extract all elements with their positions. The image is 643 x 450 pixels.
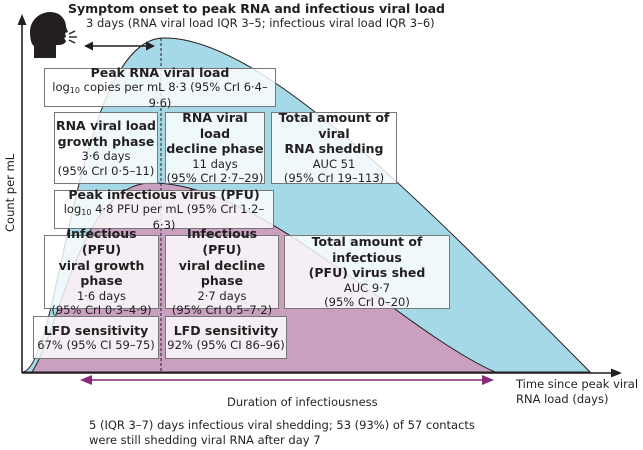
lfd-sensitivity-box-2: LFD sensitivity 92% (95% CI 86–96)	[165, 316, 287, 359]
pfu-decline-phase-box: Infectious (PFU) viral decline phase 2·7…	[165, 226, 279, 317]
symptom-onset-arrowhead-right	[146, 41, 155, 51]
y-axis-arrowhead	[17, 14, 27, 25]
pfu-growth-phase-box: Infectious (PFU) viral growth phase 1·6 …	[44, 226, 159, 317]
peak-infectious-virus-box: Peak infectious virus (PFU) log10 4·8 PF…	[54, 187, 274, 232]
duration-note: 5 (IQR 3–7) days infectious viral sheddi…	[89, 418, 475, 447]
peak-rna-viral-load-box: Peak RNA viral load log10 copies per mL …	[44, 65, 276, 110]
duration-arrowhead-right	[482, 375, 494, 385]
rna-total-shedding-box: Total amount of viral RNA shedding AUC 5…	[271, 110, 397, 185]
person-coughing-icon	[30, 12, 77, 58]
duration-label: Duration of infectiousness	[227, 395, 378, 409]
pfu-total-shed-box: Total amount of infectious (PFU) virus s…	[284, 234, 450, 309]
rna-decline-phase-box: RNA viral load decline phase 11 days (95…	[165, 110, 265, 186]
symptom-onset-subtitle: 3 days (RNA viral load IQR 3–5; infectio…	[86, 16, 435, 30]
duration-arrowhead-left	[80, 375, 92, 385]
symptom-onset-title: Symptom onset to peak RNA and infectious…	[68, 1, 445, 16]
y-axis-label: Count per mL	[3, 153, 17, 232]
lfd-sensitivity-box-1: LFD sensitivity 67% (95% CI 59–75)	[33, 316, 159, 359]
x-axis-label: Time since peak viral RNA load (days)	[516, 377, 639, 406]
symptom-onset-arrowhead-left	[84, 41, 93, 51]
x-axis-arrowhead	[611, 368, 622, 378]
rna-growth-phase-box: RNA viral load growth phase 3·6 days (95…	[54, 112, 158, 184]
